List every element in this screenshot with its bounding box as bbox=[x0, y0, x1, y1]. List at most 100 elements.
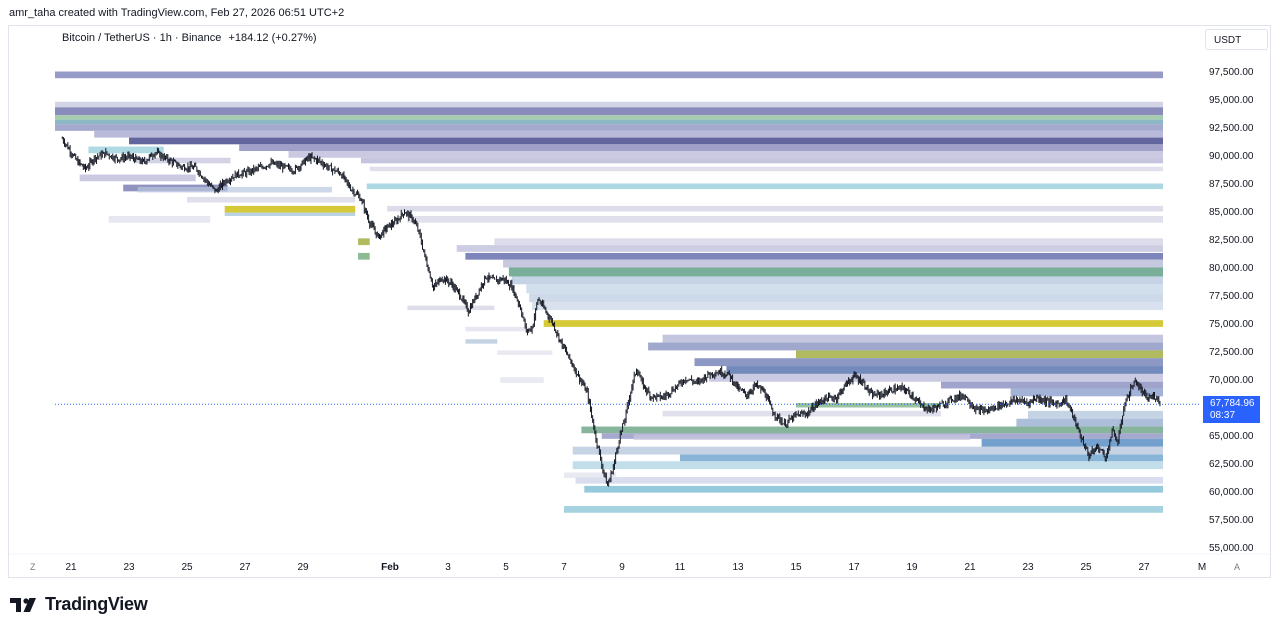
liquidity-band bbox=[239, 144, 1163, 152]
liquidity-band bbox=[575, 476, 1163, 484]
x-tick-label: Feb bbox=[381, 562, 399, 573]
x-tick-label: 13 bbox=[732, 562, 744, 573]
liquidity-band-historic bbox=[633, 434, 970, 440]
y-tick-label: 85,000.00 bbox=[1209, 207, 1254, 218]
y-tick-label: 92,500.00 bbox=[1209, 123, 1254, 134]
currency-button[interactable]: USDT bbox=[1205, 29, 1268, 50]
liquidity-heatmap bbox=[55, 71, 1164, 513]
liquidity-band bbox=[981, 438, 1163, 447]
x-tick-label: 9 bbox=[619, 562, 625, 573]
y-tick-label: 65,000.00 bbox=[1209, 431, 1254, 442]
liquidity-band bbox=[55, 71, 1163, 79]
symbol-title: Bitcoin / TetherUS · 1h · Binance bbox=[62, 32, 222, 44]
liquidity-band bbox=[680, 454, 1163, 462]
liquidity-band bbox=[407, 215, 1163, 223]
y-tick-label: 57,500.00 bbox=[1209, 515, 1254, 526]
x-tick-label: 27 bbox=[239, 562, 251, 573]
last-price-tag: 67,784.96 08:37 bbox=[1203, 396, 1260, 423]
liquidity-band bbox=[55, 119, 1163, 125]
liquidity-band bbox=[543, 320, 1163, 327]
liquidity-band bbox=[387, 205, 1164, 212]
x-tick-label: 29 bbox=[297, 562, 309, 573]
liquidity-band bbox=[709, 373, 1163, 382]
liquidity-band bbox=[584, 485, 1163, 493]
liquidity-band-historic bbox=[358, 252, 370, 260]
y-tick-label: 82,500.00 bbox=[1209, 235, 1254, 246]
liquidity-band bbox=[456, 245, 1163, 252]
liquidity-band bbox=[129, 137, 1163, 145]
zoom-button[interactable]: Z bbox=[30, 562, 36, 572]
x-tick-label: 17 bbox=[848, 562, 860, 573]
x-tick-label: 25 bbox=[181, 562, 193, 573]
tradingview-logo-icon bbox=[10, 597, 36, 612]
auto-scale-button[interactable]: A bbox=[1234, 562, 1241, 572]
x-tick-label: 19 bbox=[906, 562, 918, 573]
liquidity-band-historic bbox=[497, 350, 553, 355]
chart-frame bbox=[8, 25, 1271, 578]
y-tick-label: 97,500.00 bbox=[1209, 67, 1254, 78]
liquidity-band bbox=[508, 267, 1163, 277]
liquidity-band-historic bbox=[358, 238, 370, 246]
liquidity-band-historic bbox=[79, 174, 196, 182]
y-tick-label: 75,000.00 bbox=[1209, 319, 1254, 330]
x-tick-label: 21 bbox=[964, 562, 976, 573]
y-tick-label: 90,000.00 bbox=[1209, 151, 1254, 162]
liquidity-band bbox=[694, 358, 1163, 367]
x-tick-label: 25 bbox=[1080, 562, 1092, 573]
x-tick-label: 15 bbox=[790, 562, 802, 573]
x-tick-label: 5 bbox=[503, 562, 509, 573]
liquidity-band bbox=[726, 366, 1163, 374]
liquidity-band bbox=[1016, 418, 1163, 427]
liquidity-band bbox=[581, 426, 1163, 434]
liquidity-band bbox=[1010, 388, 1163, 397]
liquidity-band bbox=[662, 334, 1163, 343]
liquidity-band-historic bbox=[187, 196, 356, 203]
x-tick-label: 3 bbox=[445, 562, 451, 573]
x-tick-label: 7 bbox=[561, 562, 567, 573]
liquidity-band-historic bbox=[564, 472, 617, 479]
x-tick-label: M bbox=[1198, 562, 1206, 573]
x-tick-label: 21 bbox=[65, 562, 77, 573]
y-tick-label: 62,500.00 bbox=[1209, 459, 1254, 470]
liquidity-band-historic bbox=[224, 205, 356, 213]
bar-countdown: 08:37 bbox=[1210, 410, 1236, 421]
liquidity-band bbox=[572, 446, 1163, 455]
liquidity-band-historic bbox=[224, 212, 356, 216]
liquidity-band bbox=[494, 238, 1163, 246]
y-tick-label: 95,000.00 bbox=[1209, 95, 1254, 106]
price-axis[interactable]: 97,500.00 95,000.00 92,500.00 90,000.00 87,5… bbox=[1209, 67, 1254, 554]
liquidity-band-historic bbox=[108, 215, 211, 223]
liquidity-band bbox=[55, 124, 1163, 131]
y-tick-label: 80,000.00 bbox=[1209, 263, 1254, 274]
liquidity-band bbox=[1028, 410, 1163, 419]
tradingview-logo[interactable]: TradingView bbox=[10, 594, 148, 615]
liquidity-band bbox=[361, 157, 1163, 164]
liquidity-band-historic bbox=[137, 186, 332, 193]
liquidity-band bbox=[55, 107, 1163, 116]
liquidity-band-historic bbox=[500, 377, 544, 383]
liquidity-band bbox=[572, 461, 1163, 470]
y-tick-label: 87,500.00 bbox=[1209, 179, 1254, 190]
chart-credit: amr_taha created with TradingView.com, F… bbox=[9, 7, 345, 19]
liquidity-band bbox=[94, 130, 1164, 138]
liquidity-band-historic bbox=[407, 305, 495, 311]
liquidity-band bbox=[465, 252, 1163, 260]
tradingview-logo-text: TradingView bbox=[45, 594, 148, 614]
liquidity-band-historic bbox=[134, 157, 231, 164]
y-tick-label: 77,500.00 bbox=[1209, 291, 1254, 302]
y-tick-label: 72,500.00 bbox=[1209, 347, 1254, 358]
liquidity-band-historic bbox=[465, 339, 498, 344]
y-tick-label: 60,000.00 bbox=[1209, 487, 1254, 498]
liquidity-band bbox=[288, 151, 1163, 158]
symbol-legend[interactable]: Bitcoin / TetherUS · 1h · Binance +184.1… bbox=[62, 32, 317, 44]
y-tick-label: 70,000.00 bbox=[1209, 375, 1254, 386]
liquidity-band bbox=[366, 183, 1163, 190]
x-tick-label: 23 bbox=[1022, 562, 1034, 573]
time-axis[interactable]: 21 23 25 27 29 Feb 3 5 7 9 11 13 15 17 19 21 23 25 27 M bbox=[9, 553, 1270, 573]
x-tick-label: 11 bbox=[675, 562, 686, 573]
y-tick-label: 55,000.00 bbox=[1209, 543, 1254, 554]
liquidity-band-historic bbox=[88, 146, 164, 154]
liquidity-band bbox=[648, 342, 1163, 351]
liquidity-band bbox=[511, 276, 1163, 285]
